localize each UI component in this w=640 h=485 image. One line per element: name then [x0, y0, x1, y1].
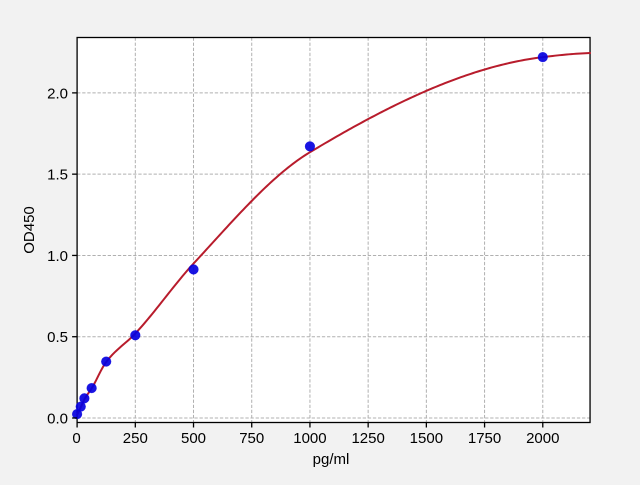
svg-text:OD450: OD450 — [21, 206, 38, 254]
svg-text:250: 250 — [123, 430, 148, 447]
svg-text:0: 0 — [72, 430, 80, 447]
svg-text:2000: 2000 — [526, 430, 559, 447]
svg-text:1000: 1000 — [293, 430, 326, 447]
svg-text:1250: 1250 — [351, 430, 384, 447]
svg-text:750: 750 — [239, 430, 264, 447]
svg-text:1750: 1750 — [468, 430, 501, 447]
svg-text:500: 500 — [181, 430, 206, 447]
svg-text:0.5: 0.5 — [47, 329, 68, 346]
svg-text:1500: 1500 — [410, 430, 443, 447]
svg-text:2.0: 2.0 — [47, 85, 68, 102]
svg-text:1.5: 1.5 — [47, 167, 68, 184]
svg-text:pg/ml: pg/ml — [313, 451, 350, 468]
svg-text:1.0: 1.0 — [47, 248, 68, 265]
svg-text:0.0: 0.0 — [47, 411, 68, 428]
